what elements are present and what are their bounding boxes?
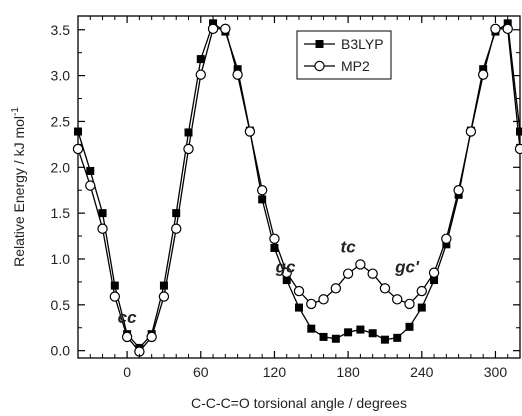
data-point-square xyxy=(406,323,414,331)
x-axis-title: C-C-C=O torsional angle / degrees xyxy=(191,395,407,411)
annotation-label: tc xyxy=(341,238,357,257)
y-axis-title-superscript: -1 xyxy=(10,107,21,116)
data-point-circle xyxy=(331,284,340,293)
data-point-circle xyxy=(393,295,402,304)
data-point-circle xyxy=(123,332,132,341)
data-point-circle xyxy=(294,286,303,295)
data-point-circle xyxy=(98,224,107,233)
data-point-square xyxy=(307,325,315,333)
data-point-circle xyxy=(258,186,267,195)
data-point-circle xyxy=(233,70,242,79)
data-point-square xyxy=(320,333,328,341)
data-point-circle xyxy=(73,144,82,153)
data-point-square xyxy=(381,336,389,344)
x-tick-label: 240 xyxy=(410,364,434,380)
y-tick-label: 2.5 xyxy=(51,113,71,129)
y-tick-label: 2.0 xyxy=(51,159,71,175)
data-point-circle xyxy=(479,70,488,79)
legend-label: B3LYP xyxy=(341,36,384,52)
data-point-square xyxy=(418,304,426,312)
data-point-circle xyxy=(208,24,217,33)
data-point-circle xyxy=(429,268,438,277)
data-point-circle xyxy=(270,234,279,243)
data-point-circle xyxy=(307,299,316,308)
data-point-square xyxy=(295,304,303,312)
data-point-square xyxy=(86,167,94,175)
data-point-circle xyxy=(466,127,475,136)
y-axis-title-main: Relative Energy / kJ mol xyxy=(11,116,27,267)
data-point-square xyxy=(332,335,340,343)
x-tick-label: 0 xyxy=(123,364,131,380)
data-point-circle xyxy=(221,24,230,33)
y-tick-label: 1.0 xyxy=(51,251,71,267)
data-point-circle xyxy=(515,144,522,153)
plot-area: 0601201802403000.00.51.01.52.02.53.03.5 … xyxy=(51,16,522,380)
x-tick-label: 180 xyxy=(336,364,360,380)
y-tick-label: 3.0 xyxy=(51,68,71,84)
annotation-label: cc xyxy=(118,308,137,327)
data-point-circle xyxy=(356,260,365,269)
y-tick-label: 3.5 xyxy=(51,22,71,38)
data-point-square xyxy=(369,329,377,337)
y-tick-label: 0.5 xyxy=(51,297,71,313)
data-point-square xyxy=(99,209,107,217)
x-tick-label: 120 xyxy=(263,364,287,380)
y-tick-label: 1.5 xyxy=(51,205,71,221)
data-point-circle xyxy=(147,332,156,341)
annotation-label: gc xyxy=(275,258,296,277)
data-point-circle xyxy=(86,181,95,190)
legend-marker-circle xyxy=(315,61,324,70)
data-point-square xyxy=(356,326,364,334)
data-point-circle xyxy=(319,295,328,304)
y-axis-title: Relative Energy / kJ mol-1 xyxy=(10,107,27,267)
data-point-circle xyxy=(442,234,451,243)
data-point-circle xyxy=(245,127,254,136)
data-point-square xyxy=(393,334,401,342)
legend-marker-square xyxy=(316,40,324,48)
legend-label: MP2 xyxy=(341,58,370,74)
data-point-circle xyxy=(417,286,426,295)
legend: B3LYP MP2 xyxy=(297,31,391,79)
data-point-circle xyxy=(491,24,500,33)
data-point-circle xyxy=(196,70,205,79)
data-point-circle xyxy=(503,24,512,33)
data-point-circle xyxy=(405,299,414,308)
data-point-circle xyxy=(110,292,119,301)
data-point-circle xyxy=(159,292,168,301)
data-point-circle xyxy=(172,224,181,233)
y-tick-label: 0.0 xyxy=(51,343,71,359)
data-point-circle xyxy=(368,269,377,278)
data-point-circle xyxy=(184,144,193,153)
data-point-square xyxy=(344,328,352,336)
x-tick-label: 300 xyxy=(484,364,508,380)
annotation-label: gc' xyxy=(394,258,420,277)
data-point-circle xyxy=(454,186,463,195)
x-tick-label: 60 xyxy=(193,364,209,380)
data-point-square xyxy=(74,128,82,136)
data-point-circle xyxy=(380,284,389,293)
data-point-circle xyxy=(344,269,353,278)
